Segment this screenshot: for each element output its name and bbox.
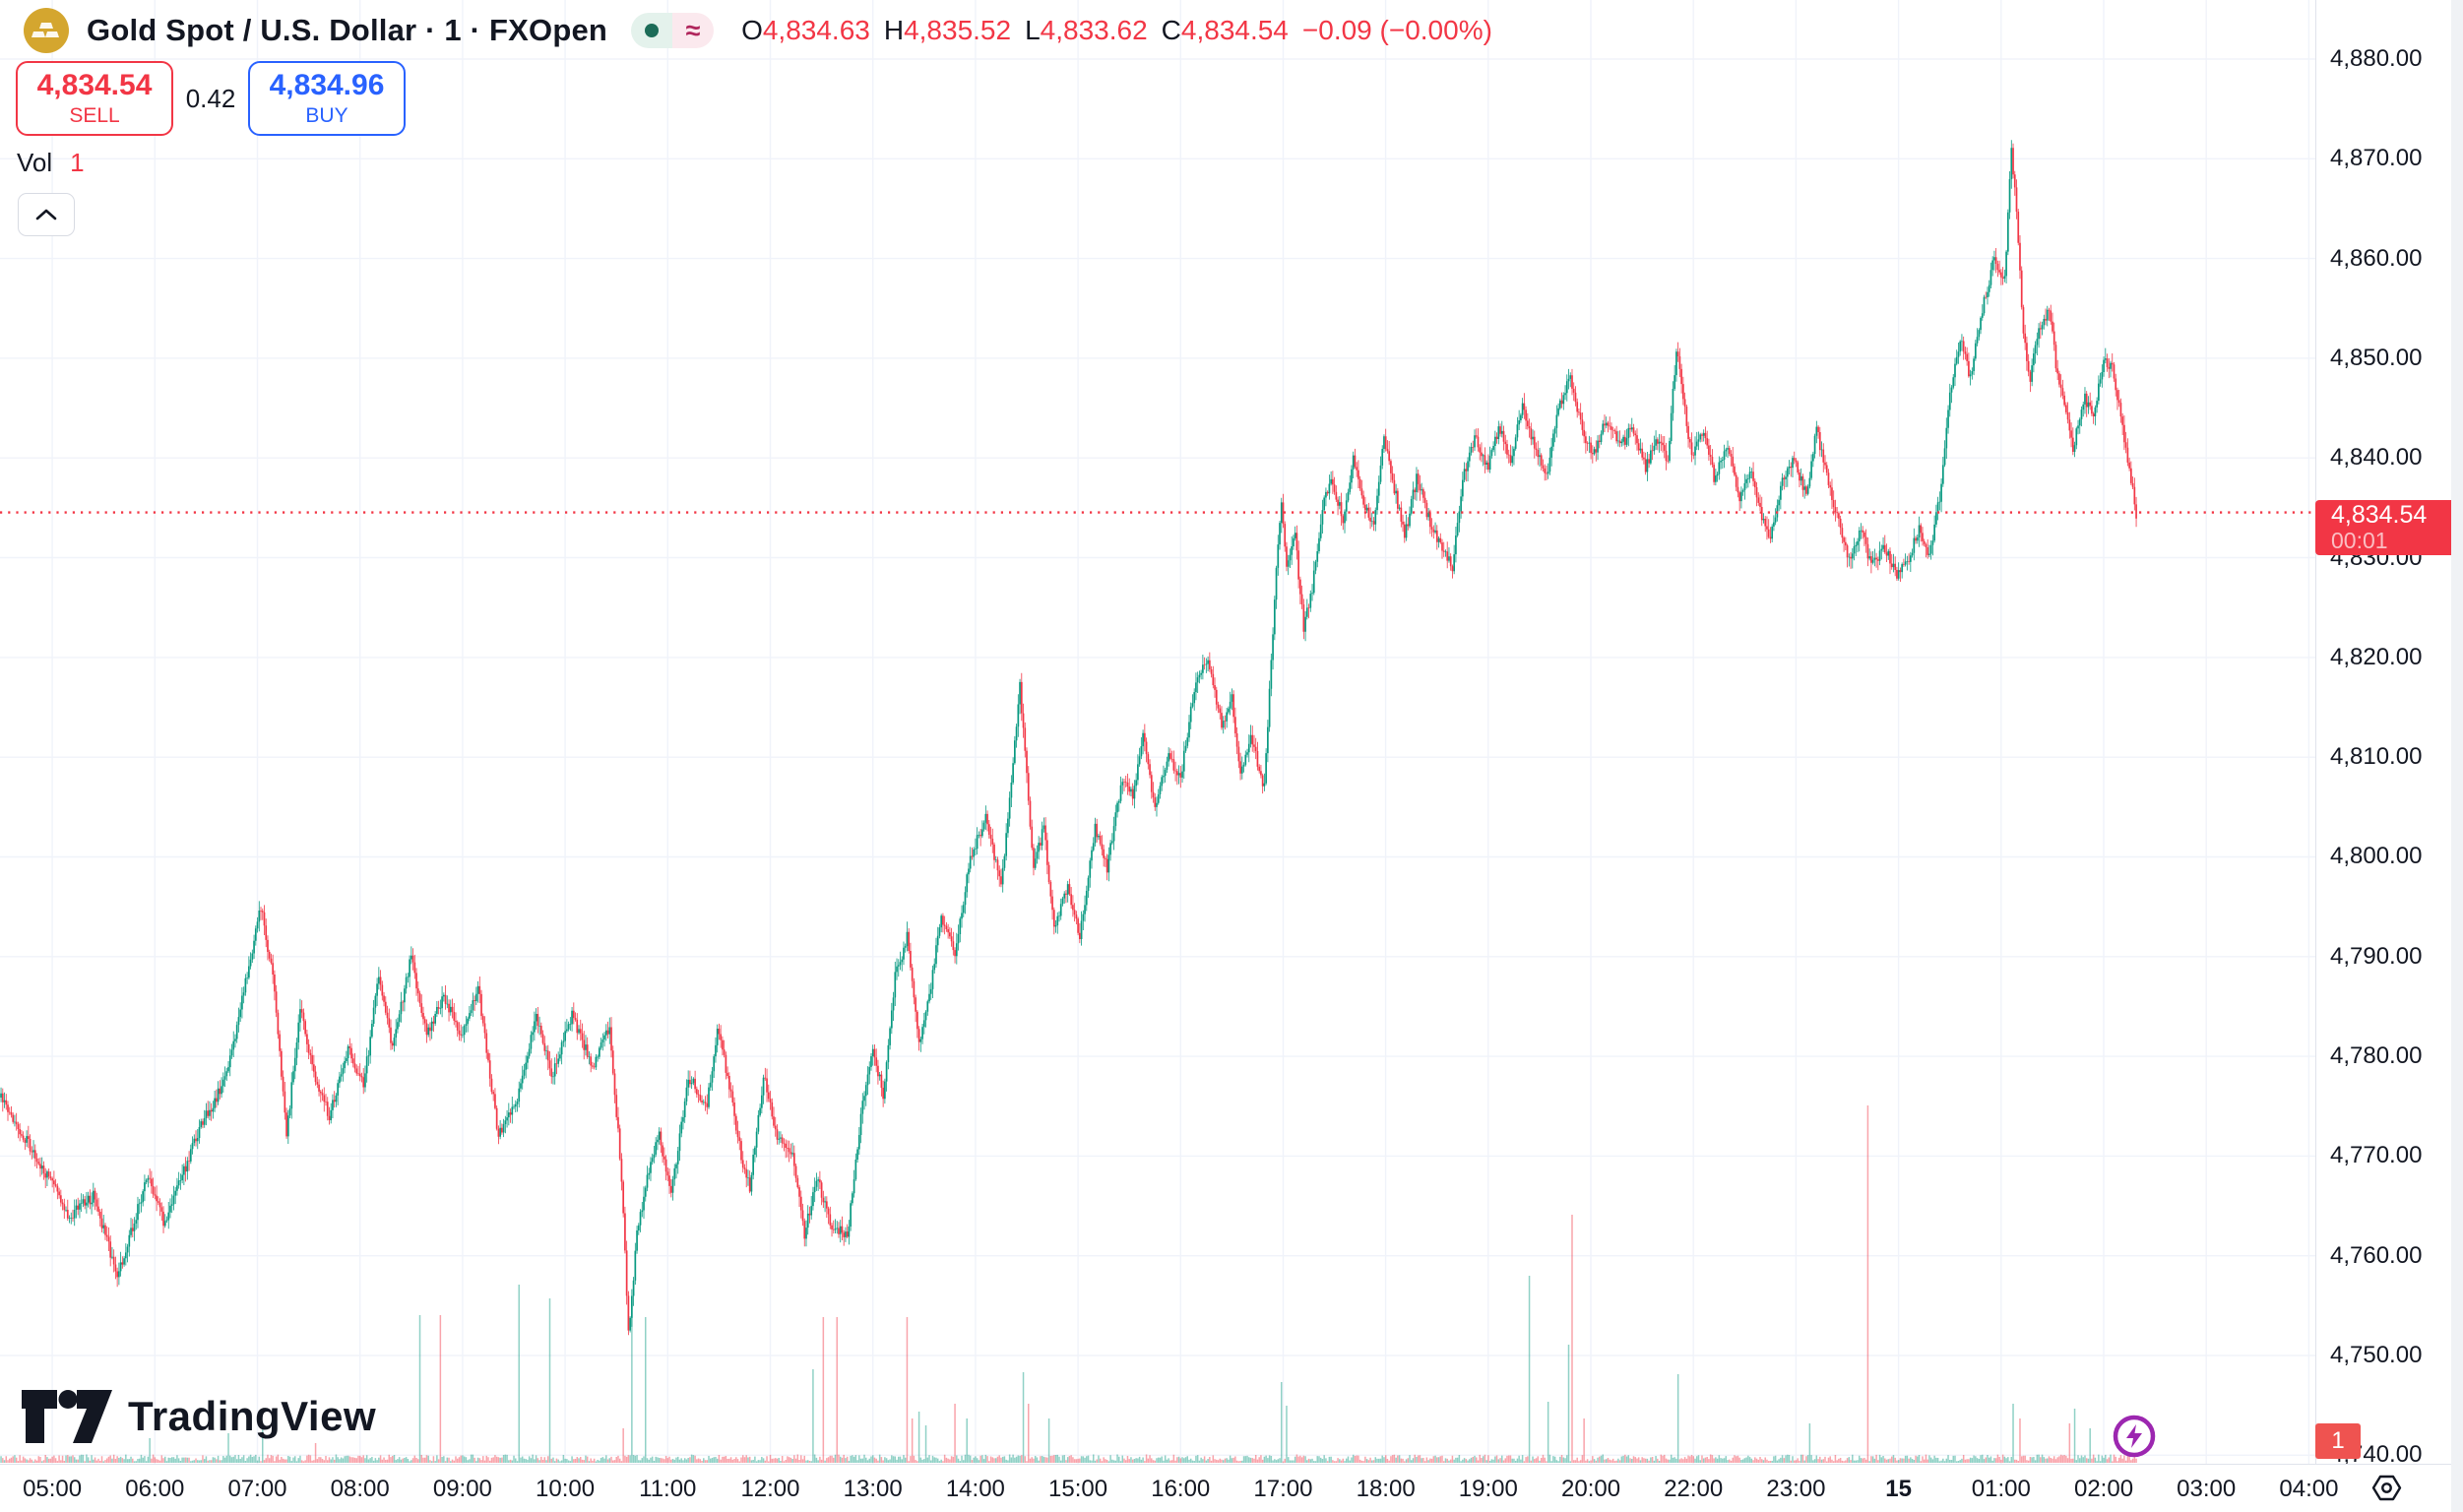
bar-countdown: 00:01 <box>2331 528 2388 554</box>
open-label: O <box>741 15 763 45</box>
timescale-settings-icon[interactable] <box>2370 1472 2403 1504</box>
time-tick-1300: 13:00 <box>843 1475 903 1502</box>
price-tick-476000: 4,760.00 <box>2330 1241 2423 1269</box>
trade-panel: 4,834.54 SELL 0.42 4,834.96 BUY <box>16 61 406 136</box>
sell-button[interactable]: 4,834.54 SELL <box>16 61 173 136</box>
symbol-title[interactable]: Gold Spot / U.S. Dollar · 1 · FXOpen <box>87 13 608 47</box>
sell-label: SELL <box>69 104 120 128</box>
price-tick-482000: 4,820.00 <box>2330 643 2423 670</box>
low-value: 4,833.62 <box>1040 15 1148 45</box>
time-tick-1700: 17:00 <box>1253 1475 1313 1502</box>
market-open-dot-icon <box>631 13 673 48</box>
time-tick-1400: 14:00 <box>945 1475 1005 1502</box>
time-tick-2200: 22:00 <box>1664 1475 1724 1502</box>
change-value: −0.09 (−0.00%) <box>1301 15 1492 45</box>
price-tick-477000: 4,770.00 <box>2330 1142 2423 1169</box>
time-tick-1500: 15:00 <box>1048 1475 1108 1502</box>
open-value: 4,834.63 <box>762 15 870 45</box>
time-tick-1100: 11:00 <box>639 1475 697 1502</box>
chevron-up-icon <box>35 209 57 220</box>
sell-price: 4,834.54 <box>36 69 153 102</box>
price-tick-484000: 4,840.00 <box>2330 444 2423 472</box>
buy-price: 4,834.96 <box>269 69 385 102</box>
time-tick-0600: 06:00 <box>125 1475 185 1502</box>
time-tick-1000: 10:00 <box>536 1475 596 1502</box>
price-tick-480000: 4,800.00 <box>2330 843 2423 870</box>
high-value: 4,835.52 <box>904 15 1012 45</box>
time-tick-1600: 16:00 <box>1151 1475 1211 1502</box>
volume-legend[interactable]: Vol 1 <box>17 148 85 178</box>
volume-axis-label: 1 <box>2315 1423 2361 1459</box>
price-tick-475000: 4,750.00 <box>2330 1342 2423 1369</box>
time-tick-0400: 04:00 <box>2279 1475 2339 1502</box>
buy-label: BUY <box>305 104 348 128</box>
low-label: L <box>1025 15 1041 45</box>
time-tick-2300: 23:00 <box>1766 1475 1826 1502</box>
lightning-trade-icon[interactable] <box>2113 1415 2156 1458</box>
price-tick-478000: 4,780.00 <box>2330 1042 2423 1070</box>
symbol-header: Gold Spot / U.S. Dollar · 1 · FXOpen ≈ O… <box>24 8 1492 53</box>
price-tick-488000: 4,880.00 <box>2330 45 2423 72</box>
time-tick-0100: 01:00 <box>1971 1475 2031 1502</box>
price-tick-486000: 4,860.00 <box>2330 244 2423 272</box>
time-tick-15: 15 <box>1885 1475 1912 1502</box>
spread-value: 0.42 <box>185 83 236 113</box>
collapse-panel-button[interactable] <box>18 193 75 236</box>
approximate-prices-icon: ≈ <box>672 13 715 48</box>
tradingview-logo-text: TradingView <box>128 1393 377 1439</box>
time-tick-0800: 08:00 <box>330 1475 390 1502</box>
tradingview-mark-icon <box>22 1390 112 1443</box>
tradingview-logo[interactable]: TradingView <box>22 1390 376 1443</box>
buy-button[interactable]: 4,834.96 BUY <box>248 61 406 136</box>
time-axis[interactable]: 05:00 06:00 07:00 08:00 09:00 10:00 11:00 12:00… <box>0 1464 2463 1512</box>
price-tick-481000: 4,810.00 <box>2330 743 2423 771</box>
close-value: 4,834.54 <box>1180 15 1289 45</box>
price-axis[interactable]: 4,880.00 4,870.00 4,860.00 4,850.00 4,840.00… <box>2315 0 2452 1468</box>
time-tick-0300: 03:00 <box>2177 1475 2237 1502</box>
time-tick-0900: 09:00 <box>432 1475 492 1502</box>
time-tick-0200: 02:00 <box>2073 1475 2134 1502</box>
last-price-label[interactable]: 4,834.54 00:01 <box>2315 500 2461 555</box>
volume-legend-label: Vol <box>17 148 53 177</box>
time-tick-0500: 05:00 <box>23 1475 83 1502</box>
time-tick-1200: 12:00 <box>740 1475 800 1502</box>
right-edge-strip <box>2451 0 2463 1512</box>
market-status-badge[interactable]: ≈ <box>631 13 715 48</box>
price-tick-485000: 4,850.00 <box>2330 344 2423 371</box>
gold-symbol-icon <box>24 8 69 53</box>
ohlc-readout: O4,834.63 H4,835.52 L4,833.62 C4,834.54 … <box>741 15 1492 46</box>
high-label: H <box>883 15 905 45</box>
close-label: C <box>1161 15 1181 45</box>
time-tick-1900: 19:00 <box>1458 1475 1518 1502</box>
time-tick-2000: 20:00 <box>1561 1475 1621 1502</box>
time-tick-1800: 18:00 <box>1356 1475 1416 1502</box>
volume-legend-value: 1 <box>70 148 85 177</box>
last-price-value: 4,834.54 <box>2331 500 2428 529</box>
time-tick-0700: 07:00 <box>227 1475 287 1502</box>
price-tick-479000: 4,790.00 <box>2330 942 2423 970</box>
price-tick-487000: 4,870.00 <box>2330 145 2423 172</box>
